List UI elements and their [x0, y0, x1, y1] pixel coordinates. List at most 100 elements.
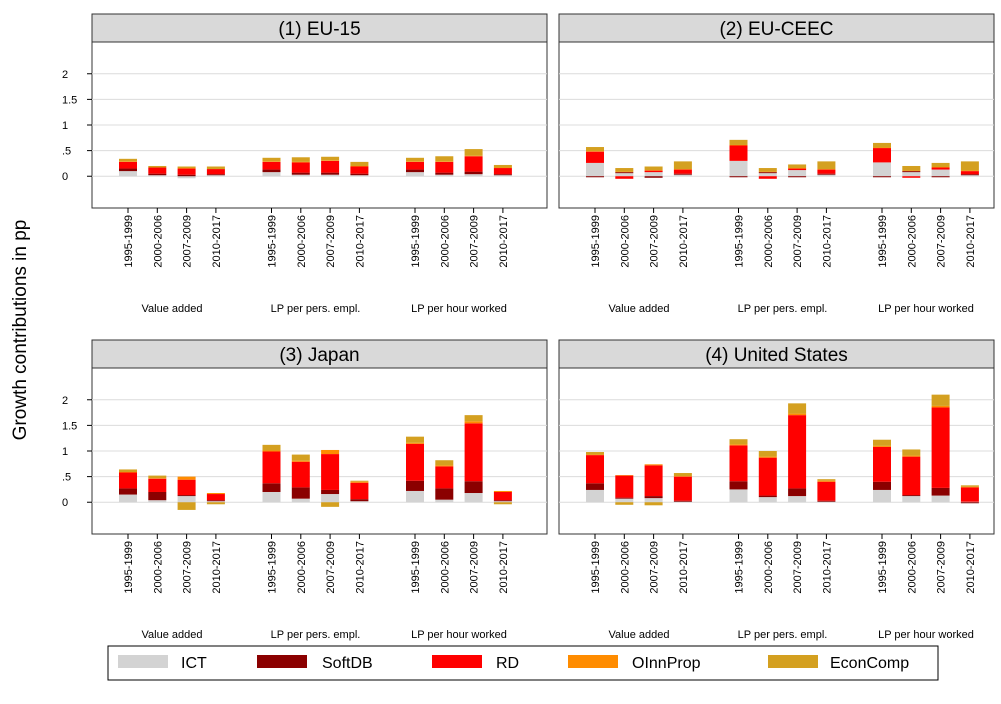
- bar-segment: [119, 161, 137, 162]
- bar-segment: [729, 176, 748, 178]
- bar-segment: [758, 171, 777, 173]
- x-tick-label: 2000-2006: [439, 541, 451, 594]
- bar-segment: [873, 148, 891, 163]
- bar-segment: [350, 166, 369, 174]
- bar-segment: [177, 479, 196, 496]
- bar-segment: [729, 444, 748, 446]
- bar-segment: [406, 436, 424, 443]
- x-tick-label: 2000-2006: [296, 215, 308, 268]
- group-label: Value added: [609, 303, 670, 315]
- bar-segment: [960, 502, 979, 504]
- bar-segment: [406, 480, 424, 491]
- x-tick-label: 2010-2017: [354, 215, 366, 268]
- bar-segment: [788, 415, 807, 489]
- bar-segment: [788, 164, 807, 169]
- bar-segment: [262, 450, 281, 452]
- bar-segment: [758, 168, 777, 172]
- bar-segment: [435, 460, 454, 466]
- panel-header: [91, 13, 548, 43]
- bar-segment: [615, 173, 634, 177]
- bar-segment: [873, 162, 891, 177]
- x-tick-label: 2010-2017: [965, 215, 977, 268]
- bar-segment: [350, 480, 369, 482]
- bar-segment: [177, 168, 196, 169]
- bar-segment: [673, 500, 692, 502]
- bar-segment: [350, 175, 369, 177]
- bar-segment: [902, 170, 921, 172]
- bar-segment: [873, 489, 891, 503]
- x-tick-label: 1995-1999: [590, 541, 602, 594]
- bar-segment: [464, 155, 483, 157]
- x-tick-label: 2007-2009: [325, 215, 337, 268]
- bar-segment: [406, 161, 424, 170]
- bar-segment: [148, 165, 167, 168]
- bar-segment: [262, 451, 281, 484]
- x-tick-label: 2007-2009: [469, 541, 481, 594]
- bar-segment: [435, 161, 454, 173]
- bar-segment: [291, 157, 310, 162]
- bar-segment: [644, 172, 663, 177]
- bar-segment: [873, 481, 891, 490]
- bar-segment: [729, 139, 748, 145]
- bar-segment: [586, 452, 604, 455]
- x-tick-label: 2010-2017: [354, 541, 366, 594]
- bar-segment: [788, 176, 807, 178]
- x-tick-label: 1995-1999: [267, 541, 279, 594]
- bar-segment: [673, 476, 692, 501]
- legend-label: RD: [496, 655, 519, 672]
- x-tick-label: 2007-2009: [792, 541, 804, 594]
- legend-swatch: [568, 655, 618, 668]
- bar-segment: [119, 472, 137, 489]
- legend-label: SoftDB: [322, 655, 373, 672]
- bar-segment: [119, 161, 137, 169]
- bar-segment: [673, 161, 692, 170]
- bar-segment: [493, 164, 512, 168]
- bar-segment: [493, 167, 512, 169]
- bar-segment: [148, 173, 167, 176]
- bar-segment: [615, 171, 634, 173]
- bar-segment: [262, 444, 281, 451]
- bar-segment: [902, 165, 921, 171]
- x-tick-label: 1995-1999: [267, 215, 279, 268]
- bar-segment: [321, 160, 340, 161]
- bar-segment: [758, 495, 777, 498]
- bar-segment: [493, 168, 512, 175]
- group-label: LP per hour worked: [411, 629, 507, 641]
- bar-segment: [291, 174, 310, 177]
- panel-header: [558, 13, 995, 43]
- x-tick-label: 1995-1999: [877, 541, 889, 594]
- bar-segment: [931, 405, 950, 408]
- bar-segment: [644, 170, 663, 171]
- x-tick-label: 2000-2006: [439, 215, 451, 268]
- bar-segment: [615, 475, 634, 498]
- group-label: LP per hour worked: [878, 303, 974, 315]
- legend-label: OInnProp: [632, 655, 701, 672]
- x-tick-label: 1995-1999: [877, 215, 889, 268]
- bar-segment: [321, 449, 340, 455]
- bar-segment: [350, 482, 369, 500]
- bar-segment: [817, 480, 836, 482]
- bar-segment: [615, 168, 634, 172]
- bar-segment: [148, 491, 167, 501]
- bar-segment: [586, 151, 604, 163]
- bar-segment: [177, 495, 196, 497]
- bar-segment: [931, 167, 950, 168]
- bar-segment: [729, 160, 748, 177]
- x-tick-label: 2000-2006: [619, 215, 631, 268]
- y-tick-label: 1.5: [62, 94, 77, 106]
- bar-segment: [119, 158, 137, 162]
- y-axis-label: Growth contributions in pp: [10, 220, 31, 441]
- bar-segment: [586, 455, 604, 484]
- bar-segment: [291, 172, 310, 175]
- bar-segment: [291, 460, 310, 462]
- bar-segment: [873, 142, 891, 148]
- y-tick-label: 1.5: [62, 420, 77, 432]
- x-tick-label: 2000-2006: [763, 215, 775, 268]
- bar-segment: [788, 168, 807, 171]
- x-tick-label: 2000-2006: [619, 541, 631, 594]
- bar-segment: [321, 489, 340, 495]
- bar-segment: [177, 166, 196, 169]
- bar-segment: [119, 494, 137, 503]
- bar-segment: [350, 173, 369, 176]
